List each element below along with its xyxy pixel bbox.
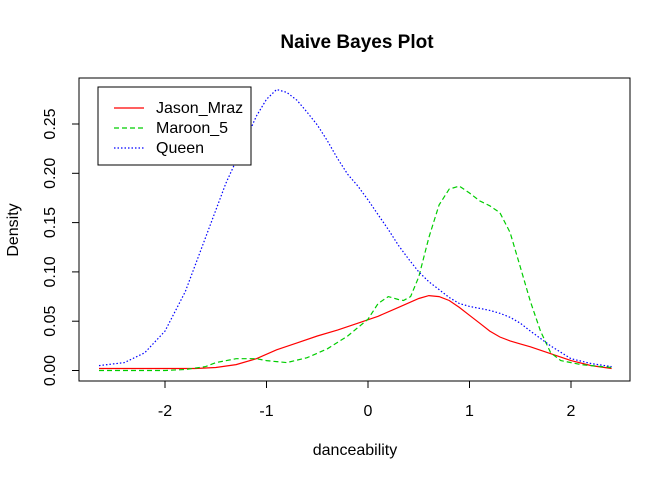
series-line-jason-mraz [99, 294, 612, 370]
series-line-maroon-5 [99, 185, 612, 372]
x-tick-label: 0 [364, 403, 373, 420]
series-group [98, 88, 612, 372]
x-tick-label: 1 [465, 403, 474, 420]
x-tick-label: -1 [259, 403, 273, 420]
x-axis: -2 -1 0 1 2 [158, 380, 576, 420]
legend-label: Maroon_5 [156, 120, 228, 137]
legend-label: Jason_Mraz [156, 100, 243, 117]
y-tick-label: 0.00 [42, 355, 59, 386]
y-axis: 0.00 0.05 0.10 0.15 0.20 0.25 [42, 108, 80, 386]
y-tick-label: 0.05 [42, 306, 59, 337]
x-tick-label: 2 [567, 403, 576, 420]
y-tick-label: 0.10 [42, 256, 59, 287]
y-axis-label: Density [5, 203, 22, 256]
y-tick-label: 0.25 [42, 108, 59, 139]
legend-box [97, 86, 252, 166]
chart-title: Naive Bayes Plot [280, 32, 434, 53]
legend: Jason_Mraz Maroon_5 Queen [97, 86, 252, 166]
x-axis-label: danceability [313, 442, 398, 459]
legend-label: Queen [156, 140, 204, 157]
x-tick-label: -2 [158, 403, 172, 420]
y-tick-label: 0.15 [42, 207, 59, 238]
y-tick-label: 0.20 [42, 158, 59, 189]
